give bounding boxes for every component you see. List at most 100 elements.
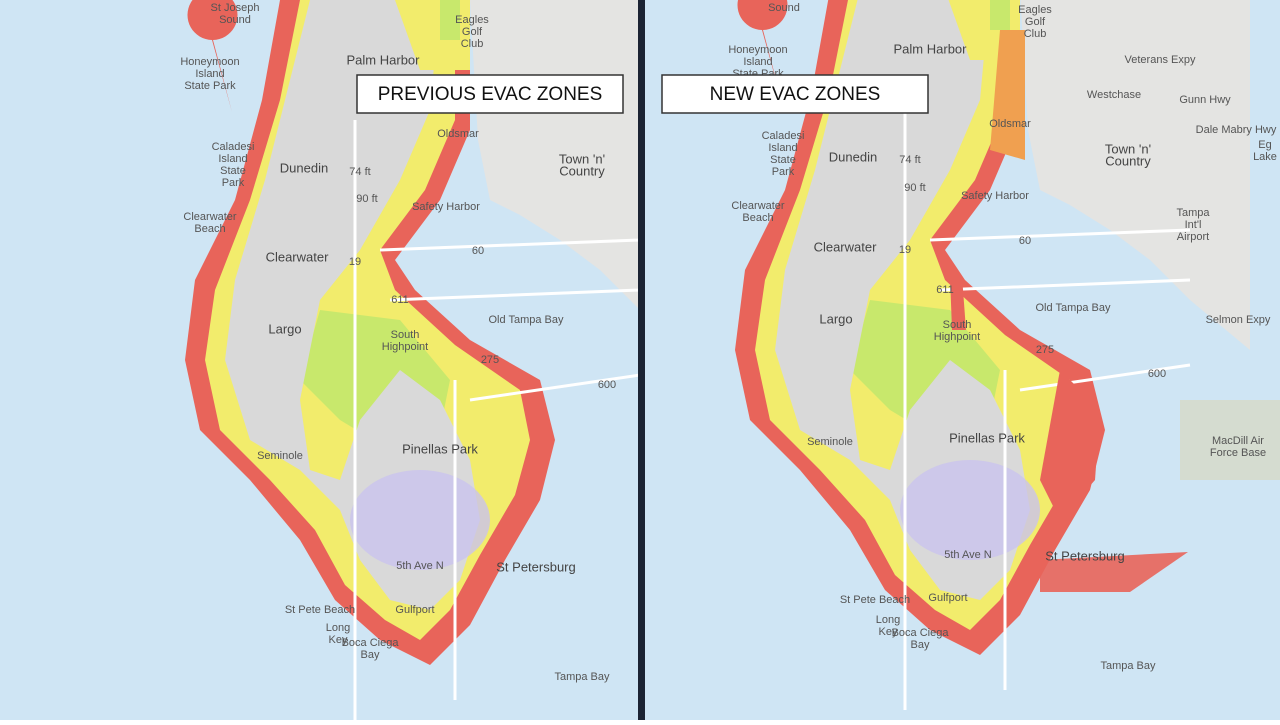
title-box <box>661 74 929 114</box>
place-label: Seminole <box>807 436 853 448</box>
place-label: State Park <box>184 80 236 92</box>
place-label: Island <box>768 142 797 154</box>
place-label: Eg <box>1258 139 1271 151</box>
place-label: Selmon Expy <box>1206 314 1271 326</box>
title-box <box>356 74 624 114</box>
place-label: Country <box>1105 153 1151 168</box>
place-label: Golf <box>462 26 483 38</box>
place-label: Highpoint <box>382 341 428 353</box>
place-label: Golf <box>1025 16 1046 28</box>
place-label: Sound <box>219 14 251 26</box>
place-label: Old Tampa Bay <box>1035 302 1111 314</box>
place-label: Bay <box>361 649 380 661</box>
place-label: Old Tampa Bay <box>488 314 564 326</box>
place-label: Dunedin <box>829 149 877 164</box>
place-label: 74 ft <box>349 166 370 178</box>
place-label: 19 <box>349 256 361 268</box>
place-label: Gulfport <box>928 592 967 604</box>
place-label: St Petersburg <box>496 559 576 574</box>
place-label: Key <box>329 634 348 646</box>
place-label: Island <box>195 68 224 80</box>
divider <box>638 0 645 720</box>
place-label: Gulfport <box>395 604 434 616</box>
place-label: Clearwater <box>814 239 878 254</box>
place-label: 275 <box>481 354 499 366</box>
place-label: Airport <box>1177 231 1209 243</box>
place-label: Town 'n' <box>559 151 605 166</box>
place-label: Long <box>326 622 350 634</box>
place-label: Tampa Bay <box>554 671 610 683</box>
place-label: 19 <box>899 244 911 256</box>
place-label: Honeymoon <box>180 56 239 68</box>
place-label: Pinellas Park <box>949 430 1025 445</box>
place-label: Int'l <box>1185 219 1202 231</box>
place-label: Highpoint <box>934 331 980 343</box>
place-label: St Pete Beach <box>285 604 355 616</box>
place-label: Safety Harbor <box>961 190 1029 202</box>
place-label: 74 ft <box>899 154 920 166</box>
place-label: Boca Ciega <box>342 637 400 649</box>
place-label: Long <box>876 614 900 626</box>
place-label: Clearwater <box>266 249 330 264</box>
place-label: Caladesi <box>212 141 255 153</box>
place-label: Town 'n' <box>1105 141 1151 156</box>
place-label: MacDill Air <box>1212 435 1264 447</box>
place-label: Eagles <box>1018 4 1052 16</box>
place-label: Honeymoon <box>728 44 787 56</box>
place-label: Clearwater <box>731 200 785 212</box>
place-label: 60 <box>472 245 484 257</box>
panel-title: NEW EVAC ZONES <box>710 84 881 105</box>
place-label: Dunedin <box>280 160 328 175</box>
place-label: Tampa Bay <box>1100 660 1156 672</box>
place-label: 60 <box>1019 235 1031 247</box>
place-label: Club <box>1024 28 1047 40</box>
new-map <box>645 0 1280 720</box>
place-label: Clearwater <box>183 211 237 223</box>
panel-title: PREVIOUS EVAC ZONES <box>378 84 603 105</box>
place-label: Bay <box>911 639 930 651</box>
place-label: Sound <box>768 2 800 14</box>
place-label: 275 <box>1036 344 1054 356</box>
place-label: Boca Ciega <box>892 627 950 639</box>
place-label: Tampa <box>1176 207 1210 219</box>
place-label: Force Base <box>1210 447 1266 459</box>
place-label: Safety Harbor <box>412 201 480 213</box>
place-label: Beach <box>194 223 225 235</box>
place-label: 90 ft <box>356 193 377 205</box>
place-label: Palm Harbor <box>894 41 968 56</box>
place-label: Club <box>461 38 484 50</box>
place-label: Seminole <box>257 450 303 462</box>
place-label: State <box>770 154 796 166</box>
place-label: Park <box>222 177 245 189</box>
place-label: Dale Mabry Hwy <box>1196 124 1277 136</box>
place-label: Largo <box>268 321 301 336</box>
place-label: Veterans Expy <box>1125 54 1196 66</box>
place-label: St Joseph <box>211 2 260 14</box>
place-label: Park <box>772 166 795 178</box>
place-label: Largo <box>819 311 852 326</box>
place-label: 611 <box>936 284 954 296</box>
place-label: State <box>220 165 246 177</box>
place-label: Lake <box>1253 151 1277 163</box>
place-label: 600 <box>1148 368 1166 380</box>
place-label: St Pete Beach <box>840 594 910 606</box>
place-label: Island <box>218 153 247 165</box>
place-label: South <box>943 319 972 331</box>
place-label: Eagles <box>455 14 489 26</box>
place-label: Oldsmar <box>989 118 1031 130</box>
place-label: Beach <box>742 212 773 224</box>
place-label: Pinellas Park <box>402 441 478 456</box>
place-label: Country <box>559 163 605 178</box>
place-label: 600 <box>598 379 616 391</box>
place-label: 90 ft <box>904 182 925 194</box>
place-label: 611 <box>391 294 409 306</box>
place-label: Island <box>743 56 772 68</box>
place-label: Caladesi <box>762 130 805 142</box>
place-label: 5th Ave N <box>944 549 992 561</box>
place-label: 5th Ave N <box>396 560 444 572</box>
place-label: Oldsmar <box>437 128 479 140</box>
place-label: South <box>391 329 420 341</box>
place-label: St Petersburg <box>1045 548 1125 563</box>
